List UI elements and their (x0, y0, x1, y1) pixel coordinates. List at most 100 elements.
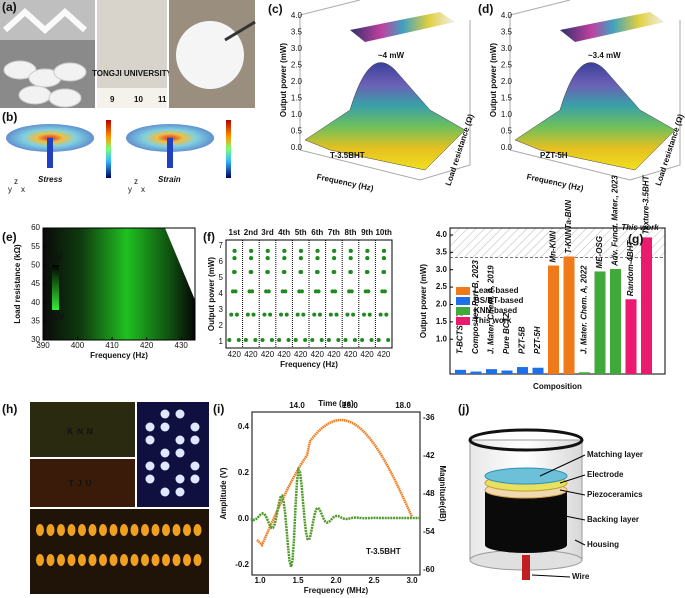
led (145, 474, 155, 484)
bar-label: Texture-3.5BHT (642, 174, 651, 234)
bar (532, 367, 544, 374)
leader-line (559, 489, 586, 496)
led (109, 554, 118, 566)
led (160, 461, 170, 471)
x-tick-label: 410 (105, 341, 119, 350)
dot (332, 256, 337, 261)
dot (332, 269, 337, 274)
x-tick-label: 1.0 (254, 576, 266, 585)
panel-label: (c) (268, 2, 283, 16)
x-tick-label: 420 (294, 350, 308, 359)
backing-bottom (485, 537, 567, 553)
panel-label: (i) (213, 402, 224, 416)
matching (484, 467, 568, 485)
bar-label: Composites Part B, 2023 (471, 260, 480, 354)
bar (563, 256, 575, 374)
dot (351, 312, 356, 317)
led (88, 554, 97, 566)
z-tick-label: 2.5 (501, 61, 513, 70)
dot (266, 289, 271, 294)
led (120, 554, 128, 566)
axis-title: Frequency (MHz) (304, 586, 369, 595)
led (151, 554, 160, 566)
dot (319, 338, 324, 342)
housing-top (468, 428, 584, 452)
led (193, 554, 202, 566)
backing (485, 490, 567, 545)
disc-photo (18, 85, 52, 105)
dot (369, 338, 374, 342)
led (162, 554, 170, 566)
axis-letter: x (21, 185, 25, 194)
y-tick-label: 40 (31, 298, 40, 307)
led (57, 524, 65, 536)
axis-letter: y (128, 185, 132, 194)
bar-label: Random-4BHT (626, 240, 635, 297)
dot (376, 338, 381, 342)
leader-line (539, 454, 586, 477)
led (190, 461, 200, 471)
z-tick-label: 2.0 (501, 77, 513, 86)
led (99, 554, 107, 566)
led (78, 554, 86, 566)
axis-title: Frequency (Hz) (90, 351, 148, 360)
y-tick-label: 45 (31, 279, 40, 288)
led (120, 524, 128, 536)
dot (282, 256, 287, 261)
z-tick-label: 3.0 (501, 44, 513, 53)
dot (315, 248, 320, 253)
led (145, 422, 155, 432)
panel-label: (d) (478, 2, 493, 16)
led (46, 524, 55, 536)
dot (328, 312, 333, 317)
x-tick-label: 420 (360, 350, 374, 359)
y-tick-label: -0.2 (235, 560, 249, 569)
z-tick-label: 0.5 (501, 127, 513, 136)
dot (277, 338, 282, 342)
x-tick-label: 430 (175, 341, 189, 350)
panel-label: (b) (2, 110, 17, 124)
dot (332, 248, 337, 253)
colorbar (226, 120, 231, 178)
dot (245, 312, 250, 317)
dot (293, 338, 298, 342)
photo-text: TONGJI UNIVERSITY (92, 69, 173, 78)
y2-tick-label: -48 (423, 489, 435, 498)
stem (167, 138, 173, 168)
magnitude-curve (256, 418, 414, 548)
bar (455, 369, 466, 374)
led (190, 474, 200, 484)
leader-line (559, 474, 586, 484)
axis-title: Output power (mW) (279, 43, 288, 118)
leader-line (574, 539, 586, 546)
tweezers (224, 20, 256, 42)
contour-map (43, 228, 195, 340)
dot (381, 248, 386, 253)
layer-label: Housing (587, 540, 619, 549)
axis-letter: y (8, 185, 12, 194)
dot (366, 289, 371, 294)
annotation: This work (621, 223, 659, 232)
y-tick-label: 7 (219, 241, 224, 250)
layer-label: Matching layer (587, 450, 643, 459)
dot (298, 256, 303, 261)
dot (345, 312, 350, 317)
axis-title: Frequency (Hz) (280, 360, 338, 369)
z-tick-label: 0.5 (291, 127, 303, 136)
dot (348, 269, 353, 274)
photo (137, 402, 209, 507)
surface-top (350, 12, 455, 42)
legend-swatch (456, 297, 470, 305)
top-tick-label: 14.0 (289, 401, 305, 410)
led (78, 524, 86, 536)
dot (299, 269, 304, 274)
frame (251, 411, 421, 576)
layer-label: Piezoceramics (587, 490, 643, 499)
z-tick-label: 4.0 (291, 11, 303, 20)
legend-label: BS/BT-based (474, 296, 523, 305)
y-tick-label: 3.0 (436, 265, 448, 274)
led (190, 422, 200, 432)
led (99, 524, 107, 536)
cycle-label: 9th (361, 228, 373, 237)
dot (326, 338, 331, 342)
